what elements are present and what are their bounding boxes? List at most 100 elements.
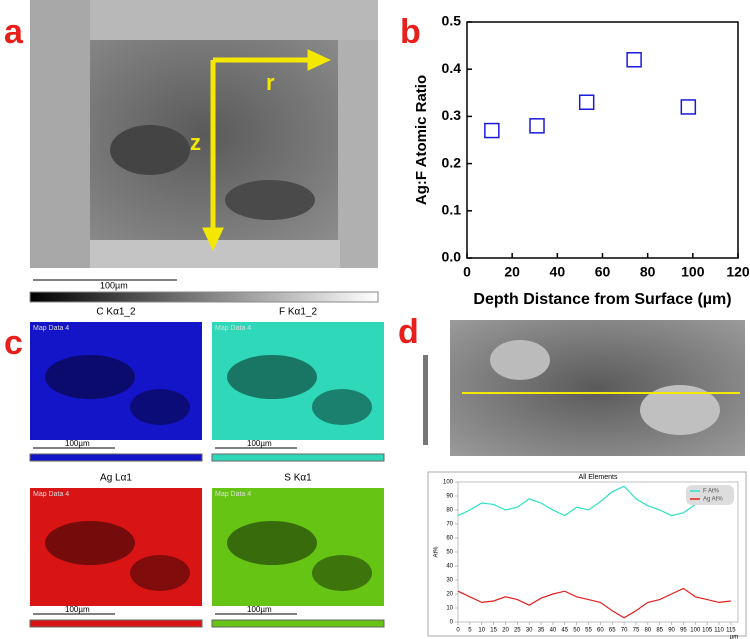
panel-label: b: [400, 13, 421, 51]
y-tick-label: 30: [446, 578, 453, 584]
x-tick-label: 55: [585, 628, 592, 634]
y-tick-label: 100: [443, 480, 454, 486]
sem-image-d: [423, 320, 747, 637]
y-axis-label: At%: [434, 546, 440, 558]
scale-bar-label: 100µm: [247, 605, 272, 614]
x-tick-label: 45: [561, 628, 568, 634]
scale-bar-label: 100µm: [65, 605, 90, 614]
x-tick-label: 15: [490, 628, 497, 634]
y-tick-label: 0.0: [442, 249, 462, 265]
x-tick-label: 85: [656, 628, 663, 634]
map-image: [30, 488, 202, 606]
color-bar: [211, 619, 385, 628]
y-tick-label: 40: [446, 564, 453, 570]
map-image: [30, 322, 202, 440]
x-tick-label: 40: [550, 628, 557, 634]
y-tick-label: 80: [446, 508, 453, 514]
x-tick-label: 5: [468, 628, 472, 634]
x-tick-label: 100: [690, 628, 701, 634]
x-tick-label: 105: [702, 628, 713, 634]
panel-label: c: [4, 324, 23, 362]
legend-box: [686, 485, 734, 505]
x-tick-label: 110: [714, 628, 724, 634]
x-tick-label: 75: [633, 628, 640, 634]
x-tick-label: 60: [595, 264, 611, 280]
line-series: [457, 587, 731, 619]
y-tick-label: 0.3: [442, 107, 462, 123]
x-tick-label: 20: [502, 628, 509, 634]
y-tick-label: 0: [450, 620, 454, 626]
y-tick-label: 50: [446, 550, 453, 556]
legend-label: F At%: [703, 489, 720, 495]
x-tick-label: 50: [573, 628, 580, 634]
x-tick-label: 115: [726, 628, 736, 634]
x-tick-label: 20: [504, 264, 520, 280]
y-tick-label: 0.1: [442, 202, 462, 218]
y-tick-label: 20: [446, 592, 453, 598]
map-shade: [312, 389, 372, 425]
plot-frame: [466, 21, 739, 259]
y-tick-label: 70: [446, 522, 453, 528]
map-title: Ag Lα1: [100, 473, 132, 484]
color-bar: [211, 453, 385, 462]
map-caption: Map Data 4: [33, 325, 69, 332]
x-tick-label: 80: [640, 264, 656, 280]
x-tick-label: 25: [514, 628, 521, 634]
x-tick-label: 10: [478, 628, 485, 634]
x-tick-label: 40: [550, 264, 566, 280]
map-title: C Kα1_2: [96, 307, 136, 318]
y-tick-label: 0.4: [442, 60, 462, 76]
map-shade: [45, 355, 135, 399]
y-tick-label: 0.2: [442, 154, 462, 170]
map-caption: Map Data 4: [33, 491, 69, 498]
y-tick-label: 0.5: [442, 13, 462, 29]
scale-bar-label: 100µm: [247, 439, 272, 448]
y-tick-label: 90: [446, 494, 453, 500]
color-bar: [29, 619, 203, 628]
x-tick-label: 100: [681, 264, 705, 280]
x-axis-label: µm: [730, 635, 738, 639]
color-bar: [29, 453, 203, 462]
x-tick-label: 60: [597, 628, 604, 634]
map-image: [212, 322, 384, 440]
marker: [626, 52, 642, 68]
map-shade: [130, 389, 190, 425]
map-title: F Kα1_2: [279, 307, 317, 318]
x-tick-label: 120: [726, 264, 750, 280]
marker: [529, 118, 545, 134]
x-tick-label: 95: [680, 628, 687, 634]
x-tick-label: 80: [644, 628, 651, 634]
x-axis-label: Depth Distance from Surface (µm): [473, 291, 731, 308]
x-tick-label: 30: [526, 628, 533, 634]
map-shade: [312, 555, 372, 591]
arrow-label: r: [266, 70, 275, 95]
panel-label: d: [398, 313, 419, 351]
map-caption: Map Data 4: [215, 491, 251, 498]
x-tick-label: 0: [456, 628, 460, 634]
x-tick-label: 90: [668, 628, 675, 634]
map-shade: [227, 521, 317, 565]
scale-bar-label: 100µm: [65, 439, 90, 448]
x-tick-label: 0: [463, 264, 471, 280]
marker: [578, 94, 595, 110]
y-tick-label: 10: [446, 606, 453, 612]
y-tick-label: 60: [446, 536, 453, 542]
map-title: S Kα1: [284, 473, 312, 484]
map-image: [212, 488, 384, 606]
sem-image-a: [29, 0, 379, 304]
marker: [680, 99, 697, 115]
x-tick-label: 65: [609, 628, 616, 634]
legend-label: Ag At%: [703, 497, 723, 503]
map-shade: [45, 521, 135, 565]
panel-label: a: [4, 13, 24, 51]
arrow-label: z: [190, 130, 201, 155]
map-shade: [130, 555, 190, 591]
map-shade: [227, 355, 317, 399]
chart-title: All Elements: [579, 474, 618, 481]
line-series: [457, 485, 732, 517]
map-caption: Map Data 4: [215, 325, 251, 332]
scale-bar-label: 100µm: [100, 280, 128, 290]
marker: [484, 122, 500, 139]
